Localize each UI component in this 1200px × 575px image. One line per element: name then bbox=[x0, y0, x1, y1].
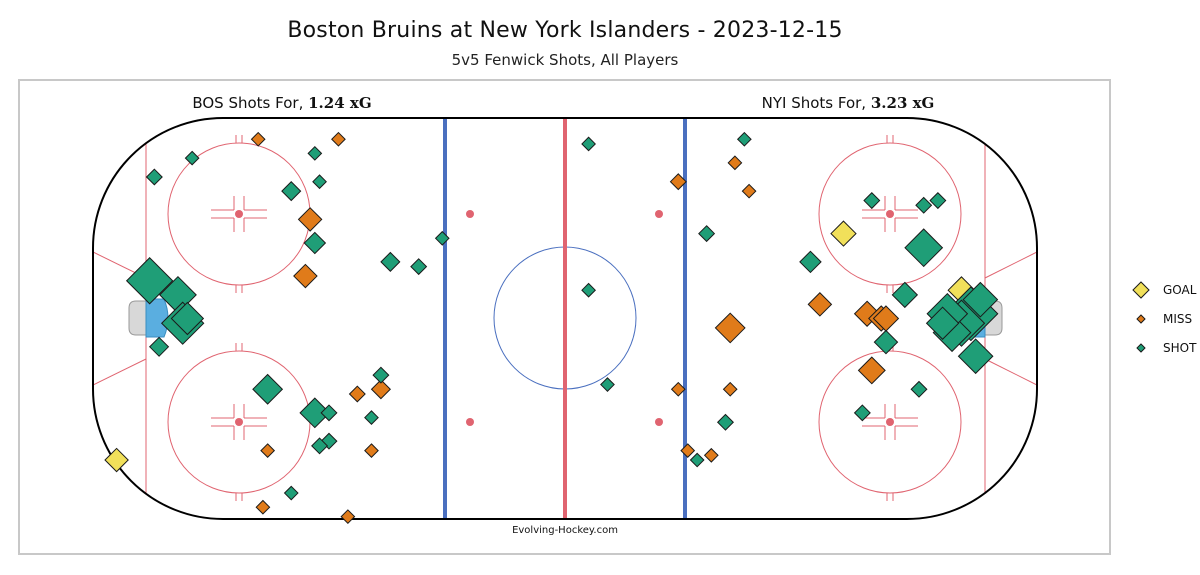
legend: GOAL MISS SHOT bbox=[1132, 281, 1197, 355]
away-miss-marker bbox=[348, 385, 366, 403]
home-shot-marker bbox=[910, 380, 928, 398]
away-miss-marker bbox=[340, 509, 356, 525]
home-shot-marker bbox=[863, 192, 881, 210]
away-shot-marker bbox=[312, 174, 327, 190]
away-shot-marker bbox=[320, 404, 338, 422]
legend-goal-label: GOAL bbox=[1163, 283, 1197, 297]
faceoff-dot bbox=[235, 210, 243, 218]
faceoff-dot bbox=[235, 418, 243, 426]
left-goal-net bbox=[128, 300, 147, 336]
faceoff-hash-marks bbox=[211, 135, 918, 501]
home-shot-marker bbox=[904, 228, 944, 268]
home-shot-marker bbox=[799, 250, 822, 274]
faceoff-dot bbox=[655, 210, 663, 218]
legend-goal-marker bbox=[1132, 281, 1150, 299]
credit-text: Evolving-Hockey.com bbox=[512, 525, 618, 536]
home-miss-marker bbox=[670, 381, 686, 397]
home-miss-marker bbox=[857, 356, 886, 385]
home-miss-marker bbox=[741, 183, 757, 199]
away-shot-marker bbox=[299, 397, 331, 429]
home-shot-marker bbox=[929, 192, 947, 210]
home-miss-marker bbox=[714, 312, 746, 344]
home-shot-marker bbox=[689, 452, 705, 468]
faceoff-dot bbox=[655, 418, 663, 426]
home-shot-marker bbox=[962, 281, 999, 318]
away-team-xg: 1.24 xG bbox=[308, 94, 372, 112]
home-miss-marker bbox=[722, 381, 738, 397]
away-miss-marker bbox=[250, 131, 266, 147]
home-goal-marker bbox=[830, 220, 857, 247]
away-shot-marker bbox=[125, 257, 174, 305]
home-miss-marker bbox=[669, 173, 687, 191]
away-team-label: BOS Shots For, 1.24 xG bbox=[192, 94, 371, 112]
right-trapezoid-top bbox=[984, 251, 1037, 279]
home-shot-marker bbox=[581, 136, 596, 152]
home-shot-marker bbox=[736, 131, 752, 147]
away-shot-marker bbox=[311, 437, 329, 455]
legend-shot-label: SHOT bbox=[1163, 341, 1197, 355]
home-shot-marker bbox=[915, 196, 933, 214]
home-miss-marker bbox=[727, 155, 743, 171]
home-shot-marker bbox=[716, 413, 734, 431]
away-shot-marker bbox=[283, 485, 299, 501]
away-miss-marker bbox=[260, 443, 276, 458]
faceoff-dot bbox=[466, 418, 474, 426]
home-shot-marker bbox=[853, 404, 871, 422]
away-team-label-text: BOS Shots For, bbox=[192, 94, 308, 112]
home-shot-marker bbox=[957, 338, 994, 375]
away-shot-marker bbox=[184, 150, 200, 166]
rink-boards bbox=[92, 117, 1038, 520]
home-miss-marker bbox=[872, 305, 900, 332]
left-trapezoid-bottom bbox=[93, 358, 147, 386]
faceoff-circle-top-right bbox=[818, 142, 962, 286]
shot-markers bbox=[104, 131, 999, 525]
away-shot-marker bbox=[320, 432, 338, 450]
away-miss-marker bbox=[293, 263, 318, 289]
away-shot-marker bbox=[372, 366, 390, 384]
away-shot-marker bbox=[303, 231, 327, 255]
chart-frame bbox=[18, 79, 1111, 555]
away-shot-marker bbox=[307, 145, 323, 161]
faceoff-dot bbox=[886, 418, 894, 426]
legend-miss-marker bbox=[1136, 314, 1146, 324]
home-miss-marker bbox=[680, 443, 696, 458]
right-trapezoid-bottom bbox=[984, 358, 1037, 386]
home-shot-marker bbox=[581, 282, 596, 298]
away-shot-marker bbox=[252, 373, 284, 405]
faceoff-dots bbox=[235, 210, 894, 426]
home-shot-marker bbox=[925, 306, 960, 340]
faceoff-dot bbox=[886, 210, 894, 218]
away-miss-marker bbox=[331, 131, 346, 147]
faceoff-dot bbox=[466, 210, 474, 218]
home-team-label: NYI Shots For, 3.23 xG bbox=[762, 94, 935, 112]
left-goal-crease bbox=[145, 298, 169, 338]
away-goal-marker bbox=[104, 447, 129, 473]
home-team-xg: 3.23 xG bbox=[871, 94, 935, 112]
home-shot-marker bbox=[873, 329, 899, 355]
faceoff-circle-bottom-right bbox=[818, 350, 962, 494]
home-shot-marker bbox=[698, 225, 716, 243]
home-shot-marker bbox=[891, 281, 919, 309]
home-miss-marker bbox=[807, 292, 833, 317]
legend-shot-marker bbox=[1136, 343, 1146, 353]
away-shot-marker bbox=[170, 301, 205, 336]
away-miss-marker bbox=[370, 379, 392, 400]
away-shot-marker bbox=[148, 336, 170, 357]
away-miss-marker bbox=[364, 443, 379, 458]
away-shot-marker bbox=[145, 168, 163, 186]
away-shot-marker bbox=[410, 258, 428, 276]
legend-miss-label: MISS bbox=[1163, 312, 1192, 326]
home-team-label-text: NYI Shots For, bbox=[762, 94, 871, 112]
away-shot-marker bbox=[281, 181, 302, 202]
chart-subtitle: 5v5 Fenwick Shots, All Players bbox=[451, 51, 679, 69]
away-shot-marker bbox=[380, 251, 401, 272]
away-miss-marker bbox=[255, 499, 271, 515]
away-shot-marker bbox=[434, 230, 450, 246]
chart-title: Boston Bruins at New York Islanders - 20… bbox=[287, 18, 843, 43]
home-miss-marker bbox=[703, 447, 719, 463]
away-shot-marker bbox=[364, 410, 379, 425]
home-shot-marker bbox=[600, 377, 615, 392]
away-miss-marker bbox=[297, 207, 323, 232]
